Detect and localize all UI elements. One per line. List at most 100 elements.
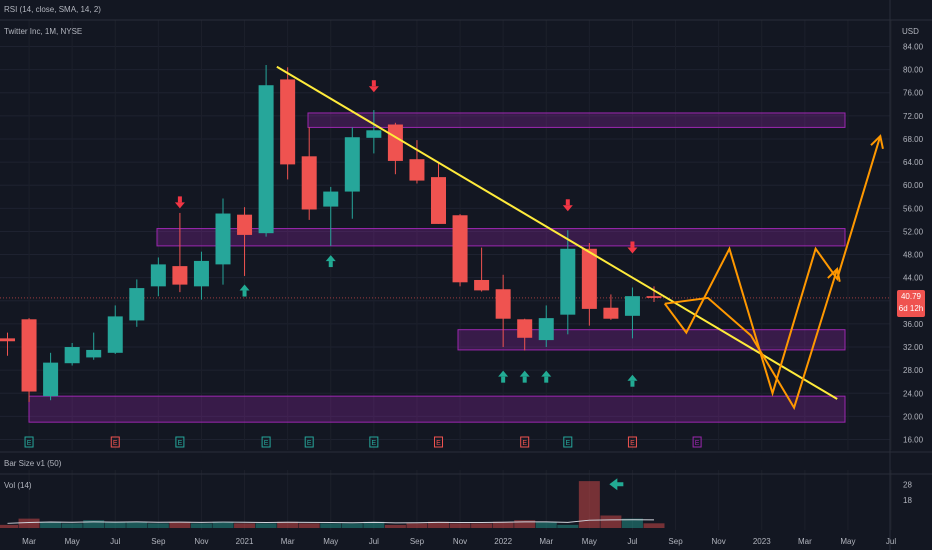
candle-down <box>387 124 403 161</box>
volume-bar <box>234 523 256 528</box>
candle-down <box>280 79 296 165</box>
candle-up <box>64 347 80 364</box>
earnings-letter: E <box>264 440 269 447</box>
volume-pane <box>0 481 665 528</box>
volume-spike-arrow-icon <box>609 478 624 491</box>
earnings-letter: E <box>178 440 183 447</box>
sell-arrow-head-icon <box>562 205 573 212</box>
volume-bar <box>621 518 643 528</box>
volume-bar <box>190 523 212 528</box>
earnings-marker <box>175 436 185 448</box>
x-tick-label: May <box>582 537 597 546</box>
y-tick-label: 32.00 <box>903 343 924 352</box>
buy-arrow-head-icon <box>541 370 552 377</box>
y-tick-label: 48.00 <box>903 251 924 260</box>
volume-indicator-label[interactable]: Vol (14) <box>4 481 32 490</box>
candle-up <box>43 362 59 397</box>
earnings-letter: E <box>565 440 570 447</box>
earnings-letter: E <box>436 440 441 447</box>
candle-up <box>560 248 576 315</box>
y-tick-label: 76.00 <box>903 89 924 98</box>
candle-down <box>495 289 511 319</box>
x-tick-label: May <box>840 537 855 546</box>
volume-bar <box>384 524 406 528</box>
earnings-marker <box>627 436 637 448</box>
candle-down <box>581 248 597 309</box>
earnings-letter: E <box>307 440 312 447</box>
earnings-marker <box>563 436 573 448</box>
candle-down <box>409 159 425 181</box>
volume-bar <box>212 521 234 528</box>
earnings-letter: E <box>695 440 700 447</box>
candle-up <box>624 296 640 316</box>
earnings-marker <box>261 436 271 448</box>
earnings-marker <box>110 436 120 448</box>
currency-label: USD <box>902 27 919 36</box>
sell-arrow-icon <box>371 80 376 87</box>
x-tick-label: Sep <box>410 537 425 546</box>
buy-arrow-icon <box>522 376 527 383</box>
buy-arrow-head-icon <box>519 370 530 377</box>
candle-up <box>538 318 554 341</box>
volume-bar <box>147 523 169 528</box>
candle-down <box>431 177 446 224</box>
y-tick-label: 20.00 <box>903 412 924 421</box>
y-tick-label: 64.00 <box>903 158 924 167</box>
volume-bar <box>277 521 299 528</box>
candle-down <box>301 156 317 210</box>
x-tick-label: Nov <box>194 537 208 546</box>
volume-bar <box>341 523 363 528</box>
earnings-letter: E <box>372 440 377 447</box>
x-tick-label: Jul <box>369 537 379 546</box>
candle-up <box>258 85 274 234</box>
x-tick-label: Sep <box>151 537 166 546</box>
vol-tick-label: 18 <box>903 496 912 505</box>
projection-path <box>663 135 882 397</box>
volume-bar <box>492 521 514 528</box>
candle-up <box>215 213 231 265</box>
earnings-letter: E <box>113 440 118 447</box>
x-tick-label: Sep <box>668 537 683 546</box>
volume-bar <box>471 523 493 528</box>
price-tag-value: 40.79 <box>900 292 922 301</box>
symbol-title[interactable]: Twitter Inc, 1M, NYSE <box>4 27 83 36</box>
candle-down <box>0 338 15 342</box>
y-tick-label: 44.00 <box>903 274 924 283</box>
earnings-letter: E <box>27 440 32 447</box>
y-tick-label: 60.00 <box>903 181 924 190</box>
volume-bar <box>600 515 622 528</box>
projection-arrowhead <box>827 267 841 282</box>
x-tick-label: Nov <box>453 537 467 546</box>
buy-arrow-icon <box>544 376 549 383</box>
bar-size-indicator-label[interactable]: Bar Size v1 (50) <box>4 459 62 468</box>
y-tick-label: 16.00 <box>903 436 924 445</box>
y-tick-label: 28.00 <box>903 366 924 375</box>
candle-down <box>237 214 253 235</box>
earnings-marker <box>692 436 702 448</box>
rsi-indicator-label[interactable]: RSI (14, close, SMA, 14, 2) <box>4 5 101 14</box>
resistance-zone <box>457 329 846 351</box>
candle-up <box>107 316 123 353</box>
volume-bar <box>169 521 191 528</box>
resistance-zone <box>156 228 846 247</box>
x-tick-label: May <box>323 537 338 546</box>
x-tick-label: 2023 <box>753 537 771 546</box>
earnings-marker <box>434 436 443 448</box>
candle-down <box>172 266 188 285</box>
volume-bar <box>298 523 320 528</box>
y-tick-label: 80.00 <box>903 66 924 75</box>
volume-bar <box>18 518 40 528</box>
candle-up <box>323 191 339 207</box>
earnings-marker <box>369 436 379 448</box>
candle-up <box>129 288 145 321</box>
y-tick-label: 56.00 <box>903 204 924 213</box>
volume-bar <box>643 523 665 528</box>
y-tick-label: 52.00 <box>903 227 924 236</box>
candle-down <box>21 319 37 392</box>
sell-arrow-head-icon <box>627 247 638 254</box>
x-tick-label: May <box>65 537 80 546</box>
earnings-letter: E <box>630 440 635 447</box>
